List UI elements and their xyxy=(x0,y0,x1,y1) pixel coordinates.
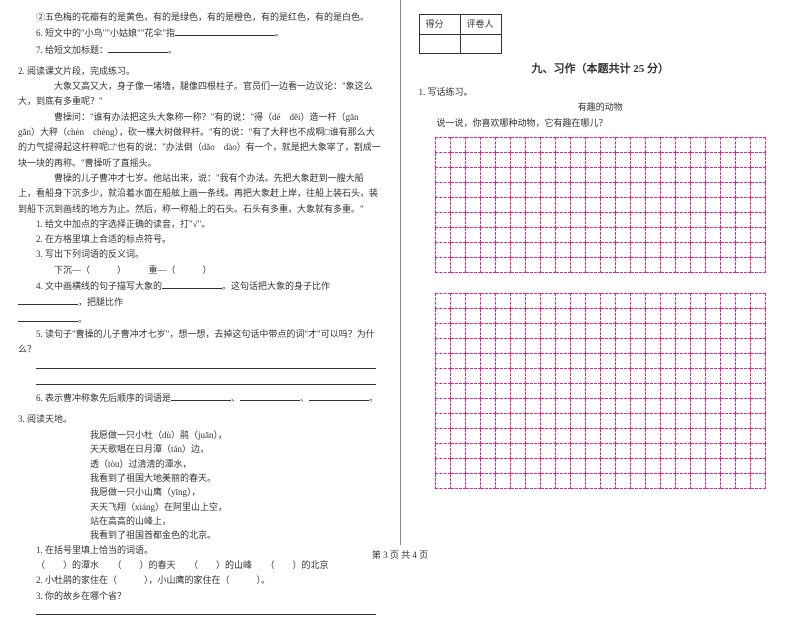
score-head-2: 评卷人 xyxy=(460,15,501,35)
s6c: 、 xyxy=(300,393,309,403)
poem-l7: 站在高高的山峰上， xyxy=(90,514,382,528)
section-title: 九、习作（本题共计 25 分） xyxy=(419,60,783,79)
poem-l8: 我看到了祖国首都金色的北京。 xyxy=(90,528,382,542)
sub-q2: 2. 在方格里填上合适的标点符号。 xyxy=(18,232,382,247)
passage-p1: 大象又高又大，身子像一堵墙，腿像四根柱子。官员们一边看一边议论："象这么大，到底… xyxy=(18,79,382,110)
q6-line: 6. 短文中的"小鸟""小姑娘""花伞"指 。 xyxy=(18,25,382,41)
q7-blank[interactable] xyxy=(108,42,168,53)
q6-blank[interactable] xyxy=(175,25,275,36)
antonym-b[interactable]: 重—（ ） xyxy=(149,265,212,275)
q7-line: 7. 给短文加标题： 。 xyxy=(18,42,382,58)
q6-tail: 。 xyxy=(275,28,284,38)
writing-prompt: 说一说，你喜欢哪种动物，它有趣在哪儿？ xyxy=(419,116,783,131)
poem-block: 我愿做一只小杜（dù）鹃（juān）， 天天歌唱在日月潭（tán）边， 透（tò… xyxy=(90,428,382,543)
sub-q3-items: 下沉—（ ） 重—（ ） xyxy=(18,263,382,278)
s6d: 。 xyxy=(369,393,378,403)
writing-subtitle: 有趣的动物 xyxy=(419,100,783,115)
t2[interactable]: 2. 小杜鹃的家住在（ ），小山鹰的家住在（ ）。 xyxy=(18,573,382,588)
score-head-1: 得分 xyxy=(419,15,460,35)
section2-head: 2. 阅读课文片段，完成练习。 xyxy=(18,64,382,79)
left-column: ②五色梅的花瓣有的是黄色，有的是绿色，有的是橙色，有的是红色，有的是白色。 6.… xyxy=(0,0,401,545)
s5-blank1[interactable] xyxy=(36,358,376,369)
poem-l6: 天天飞翔（xiáng）在阿里山上空， xyxy=(90,500,382,514)
q6-label: 6. 短文中的"小鸟""小姑娘""花伞"指 xyxy=(36,28,175,38)
poem-l4: 我看到了祖国大地美丽的春天。 xyxy=(90,471,382,485)
score-cell-1[interactable] xyxy=(419,35,460,54)
s4-blank2[interactable] xyxy=(18,294,78,305)
passage-p2: 曹操问："谁有办法把这头大象称一称？"有的说："得（dé děi）造一杆（gān… xyxy=(18,110,382,171)
poem-l3: 透（tòu）过清清的潭水， xyxy=(90,457,382,471)
t3-blank[interactable] xyxy=(36,604,376,615)
writing-q1: 1. 写话练习。 xyxy=(419,85,783,100)
antonym-a[interactable]: 下沉—（ ） xyxy=(54,265,122,275)
right-column: 得分评卷人 九、习作（本题共计 25 分） 1. 写话练习。 有趣的动物 说一说… xyxy=(401,0,800,545)
q5-line: ②五色梅的花瓣有的是黄色，有的是绿色，有的是橙色，有的是红色，有的是白色。 xyxy=(18,10,382,25)
sub-q5: 5. 读句子"曹操的儿子曹冲才七岁"，想一想，去掉这句话中带点的词"才"可以吗？… xyxy=(18,327,382,358)
s6-b3[interactable] xyxy=(309,390,369,401)
s4c: ，把腿比作 xyxy=(78,297,123,307)
q7-tail: 。 xyxy=(168,45,177,55)
passage-p3: 曹操的儿子曹冲才七岁。他站出来，说："我有个办法。先把大象赶到一艘大船上，看船身… xyxy=(18,171,382,217)
s5-blank2[interactable] xyxy=(36,374,376,385)
poem-l1: 我愿做一只小杜（dù）鹃（juān）， xyxy=(90,428,382,442)
s4-blank3[interactable] xyxy=(18,311,78,322)
s4-blank1[interactable] xyxy=(162,278,222,289)
s6a: 6. 表示曹冲称象先后顺序的词语是 xyxy=(36,393,171,403)
t3: 3. 你的故乡在哪个省？ xyxy=(18,589,382,604)
writing-grid-1[interactable] xyxy=(435,137,766,273)
q7-label: 7. 给短文加标题： xyxy=(36,45,108,55)
sub-q4: 4. 文中画横线的句子描写大象的 。这句话把大象的身子比作 ，把腿比作。 xyxy=(18,278,382,327)
s6-b1[interactable] xyxy=(171,390,231,401)
sub-q3: 3. 写出下列词语的反义词。 xyxy=(18,247,382,262)
s6b: 、 xyxy=(231,393,240,403)
score-table: 得分评卷人 xyxy=(419,14,502,54)
s4d: 。 xyxy=(78,314,87,324)
sub-q1: 1. 给文中加点的字选择正确的读音，打"√"。 xyxy=(18,217,382,232)
poem-l5: 我愿做一只小山鹰（yīng）， xyxy=(90,485,382,499)
writing-grid-2[interactable] xyxy=(435,293,766,489)
page-footer: 第 3 页 共 4 页 xyxy=(0,548,800,561)
poem-l2: 天天歌唱在日月潭（tán）边， xyxy=(90,442,382,456)
score-cell-2[interactable] xyxy=(460,35,501,54)
s6-b2[interactable] xyxy=(240,390,300,401)
s4b: 。这句话把大象的身子比作 xyxy=(222,281,330,291)
section3-head: 3. 阅读天地。 xyxy=(18,412,382,427)
sub-q6: 6. 表示曹冲称象先后顺序的词语是 、 、 。 xyxy=(18,390,382,406)
s4a: 4. 文中画横线的句子描写大象的 xyxy=(36,281,162,291)
